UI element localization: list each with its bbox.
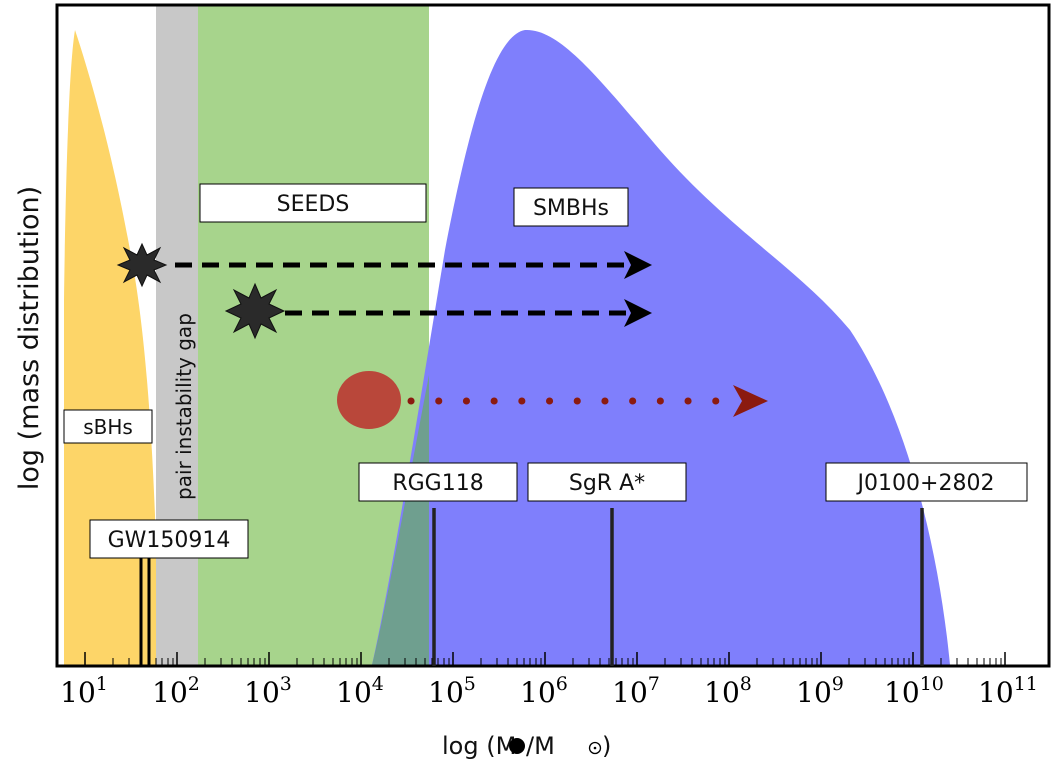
rgg118-label: RGG118 bbox=[392, 471, 483, 496]
x-tick-label: 109 bbox=[796, 673, 844, 709]
x-tick-label: 105 bbox=[428, 673, 476, 709]
sbh-distribution bbox=[64, 30, 159, 665]
j0100-label: J0100+2802 bbox=[856, 471, 995, 496]
gw150914-label: GW150914 bbox=[108, 528, 231, 553]
solar-symbol-center-icon bbox=[594, 747, 597, 750]
x-tick-label: 104 bbox=[336, 673, 384, 709]
x-axis-label: log (M /M ) bbox=[442, 732, 611, 760]
svg-text:): ) bbox=[602, 732, 611, 760]
seeds-label: SEEDS bbox=[277, 192, 350, 217]
x-tick-label: 106 bbox=[520, 673, 568, 709]
direct-collapse-seed-dot bbox=[337, 371, 401, 429]
pair-instability-gap-label: pair instability gap bbox=[172, 313, 196, 500]
sun-filled-icon bbox=[509, 738, 525, 754]
rgg118-label-box: RGG118 bbox=[359, 463, 517, 501]
svg-text:/M: /M bbox=[526, 732, 555, 760]
x-tick-label: 102 bbox=[152, 673, 200, 709]
x-tick-label: 108 bbox=[704, 673, 752, 709]
j0100-label-box: J0100+2802 bbox=[826, 463, 1027, 501]
sbh-label: sBHs bbox=[83, 415, 133, 439]
x-tick-labels: 101 102 103 104 105 106 107 108 109 1010… bbox=[60, 673, 1038, 709]
pop-iii-seed-star-icon bbox=[118, 244, 166, 286]
sbh-label-box: sBHs bbox=[64, 410, 152, 443]
y-axis-label: log (mass distribution) bbox=[14, 186, 45, 490]
x-tick-label: 103 bbox=[244, 673, 292, 709]
svg-text:log (M: log (M bbox=[442, 732, 516, 760]
seeds-label-box: SEEDS bbox=[200, 184, 426, 222]
x-tick-label: 107 bbox=[612, 673, 660, 709]
gw150914-label-box: GW150914 bbox=[90, 520, 248, 558]
sgra-label: SgR A* bbox=[569, 471, 645, 496]
x-tick-label: 1011 bbox=[978, 673, 1038, 709]
cluster-seed-star-icon bbox=[226, 284, 284, 338]
sgra-label-box: SgR A* bbox=[528, 463, 686, 501]
x-tick-label: 1010 bbox=[884, 673, 944, 709]
smbh-label-box: SMBHs bbox=[514, 188, 628, 226]
smbh-distribution bbox=[372, 30, 950, 665]
x-tick-label: 101 bbox=[60, 673, 108, 709]
smbh-label: SMBHs bbox=[533, 196, 609, 221]
